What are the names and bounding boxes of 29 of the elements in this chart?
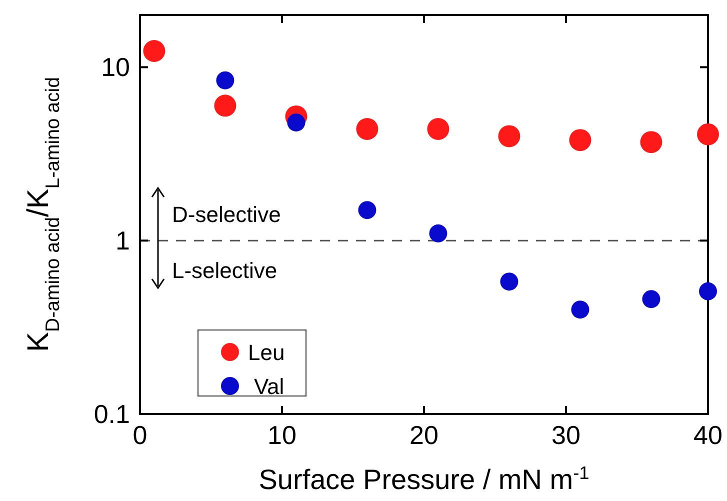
point	[642, 290, 660, 308]
legend-label: Leu	[248, 340, 285, 365]
y-tick-label: 1	[116, 226, 130, 256]
x-tick-label: 40	[694, 420, 722, 450]
point	[216, 71, 234, 90]
point	[287, 113, 306, 132]
y-tick-label: 0.1	[94, 399, 130, 429]
x-tick-label: 0	[132, 420, 148, 450]
y-tick-label: 10	[101, 52, 130, 82]
point	[699, 282, 717, 300]
point	[427, 118, 450, 140]
point	[697, 123, 719, 146]
x-tick-label: 30	[552, 420, 580, 450]
x-axis-title: Surface Pressure / mN m$^{-1}$	[258, 463, 590, 495]
point	[358, 201, 376, 220]
point	[429, 224, 448, 242]
point	[571, 300, 590, 319]
x-tick-label: 10	[268, 420, 296, 450]
point	[356, 118, 378, 140]
annotation: D-selective	[172, 202, 281, 227]
point	[498, 125, 520, 148]
x-tick-label: 20	[410, 420, 438, 450]
legend-label: Val	[254, 374, 284, 399]
point	[214, 94, 236, 117]
point	[143, 40, 166, 62]
point	[640, 131, 662, 154]
point	[500, 272, 518, 291]
point	[569, 129, 592, 152]
annotation: L-selective	[172, 258, 278, 283]
